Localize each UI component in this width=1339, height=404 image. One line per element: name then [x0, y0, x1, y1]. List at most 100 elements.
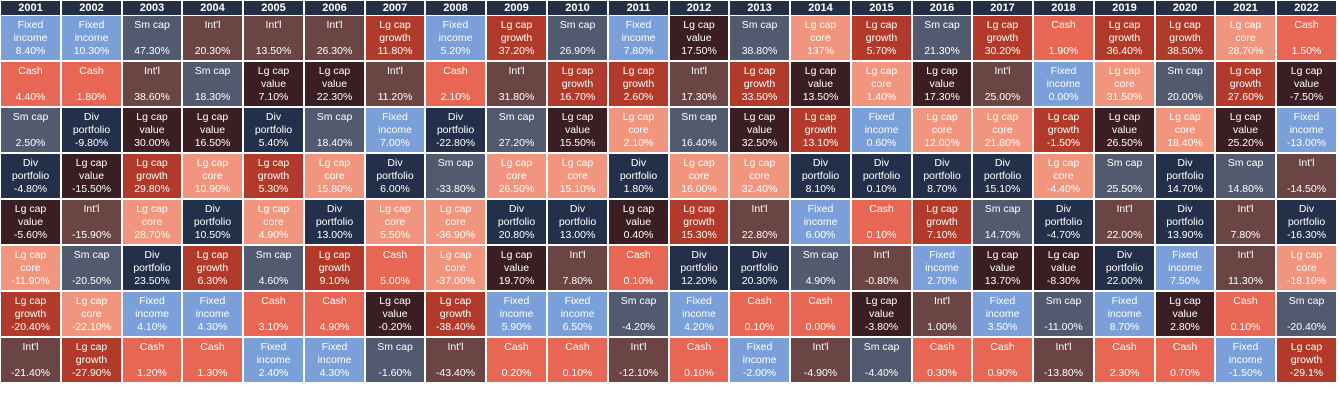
return-value: 0.10%	[623, 275, 654, 287]
return-cell: Sm cap 18.30%	[183, 62, 242, 106]
return-cell: Sm cap 2.50%	[1, 108, 60, 152]
return-cell: Sm cap -4.20%	[609, 292, 668, 336]
asset-class-label: Div portfolio	[11, 157, 50, 182]
return-value: 12.20%	[681, 275, 717, 287]
return-value: 26.50%	[1106, 137, 1143, 149]
asset-class-label: Lg cap core	[804, 19, 837, 44]
return-cell: Cash 1.50%	[1277, 16, 1336, 60]
return-cell: Int'l 20.30%	[183, 16, 242, 60]
return-cell: Int'l 31.80%	[487, 62, 546, 106]
return-value: 4.90%	[805, 275, 836, 287]
asset-class-label: Lg cap growth	[439, 295, 472, 320]
asset-class-label: Lg cap core	[14, 249, 47, 274]
return-cell: Lg cap core 32.40%	[730, 154, 789, 198]
year-header: 2009	[487, 1, 546, 15]
return-cell: Lg cap core 12.00%	[913, 108, 971, 152]
asset-class-label: Lg cap value	[1290, 65, 1323, 90]
year-header: 2022	[1277, 1, 1336, 15]
asset-class-label: Lg cap core	[683, 157, 715, 182]
return-cell: Fixed income 5.90%	[487, 292, 546, 336]
return-value: 13.50%	[255, 45, 292, 57]
return-cell: Fixed income 5.20%	[426, 16, 485, 60]
return-cell: Div portfolio 12.20%	[670, 246, 728, 290]
return-value: -21.40%	[10, 367, 51, 379]
return-cell: Int'l 17.30%	[670, 62, 728, 106]
return-value: -16.30%	[1286, 229, 1327, 241]
asset-class-label: Sm cap	[620, 295, 657, 307]
return-cell: Div portfolio 20.30%	[730, 246, 789, 290]
asset-class-label: Int'l	[1055, 341, 1072, 353]
return-cell: Int'l 13.50%	[244, 16, 303, 60]
return-cell: Fixed income 7.80%	[609, 16, 668, 60]
return-value: 6.30%	[197, 275, 228, 287]
year-header: 2006	[305, 1, 364, 15]
return-value: 8.70%	[1109, 321, 1140, 333]
return-value: 1.50%	[1291, 45, 1322, 57]
return-cell: Lg cap growth 16.70%	[548, 62, 607, 106]
asset-class-label: Cash	[200, 341, 225, 353]
asset-class-label: Lg cap core	[75, 295, 108, 320]
asset-class-label: Lg cap value	[986, 249, 1019, 274]
return-cell: Div portfolio -4.70%	[1034, 200, 1093, 244]
return-cell: Int'l -14.50%	[1277, 154, 1336, 198]
return-value: 4.30%	[197, 321, 228, 333]
return-cell: Lg cap value -7.50%	[1277, 62, 1336, 106]
return-cell: Cash 2.10%	[426, 62, 485, 106]
asset-class-label: Cash	[1294, 19, 1319, 31]
asset-class-label: Div portfolio	[1166, 203, 1204, 228]
return-cell: Sm cap 16.40%	[670, 108, 728, 152]
return-cell: Fixed income 4.30%	[183, 292, 242, 336]
return-cell: Cash 1.20%	[123, 338, 181, 382]
asset-class-label: Cash	[686, 341, 712, 353]
asset-class-label: Int'l	[143, 65, 160, 77]
return-value: 16.70%	[559, 91, 596, 103]
year-header: 2005	[244, 1, 303, 15]
return-cell: Lg cap core 16.00%	[670, 154, 728, 198]
return-cell: Lg cap core -18.10%	[1277, 246, 1336, 290]
return-value: 1.30%	[197, 367, 228, 379]
return-value: 33.50%	[741, 91, 778, 103]
return-value: -29.1%	[1289, 367, 1324, 379]
asset-class-label: Div portfolio	[923, 157, 961, 182]
asset-class-label: Lg cap value	[14, 203, 47, 228]
return-cell: Fixed income 7.50%	[1156, 246, 1214, 290]
return-value: 1.80%	[76, 91, 107, 103]
asset-class-label: Sm cap	[1288, 295, 1325, 307]
asset-class-label: Int'l	[751, 203, 768, 215]
asset-class-label: Int'l	[1298, 157, 1315, 169]
asset-class-label: Lg cap core	[196, 157, 229, 182]
return-value: 0.00%	[805, 321, 836, 333]
return-value: 11.30%	[1228, 275, 1263, 287]
return-value: -15.90%	[71, 229, 112, 241]
return-cell: Fixed income 7.00%	[366, 108, 424, 152]
asset-class-label: Int'l	[22, 341, 39, 353]
return-cell: Fixed income 8.40%	[1, 16, 60, 60]
year-header: 2013	[730, 1, 789, 15]
return-value: 18.40%	[316, 137, 353, 149]
asset-class-label: Lg cap growth	[986, 19, 1019, 44]
return-value: -14.50%	[1286, 183, 1327, 195]
asset-class-label: Div portfolio	[862, 157, 901, 182]
return-value: 5.00%	[380, 275, 410, 287]
asset-class-label: Cash	[1233, 295, 1258, 307]
asset-class-label: Cash	[626, 249, 651, 261]
return-value: 15.10%	[984, 183, 1021, 195]
return-value: 15.10%	[559, 183, 596, 195]
return-value: 32.50%	[741, 137, 778, 149]
return-cell: Sm cap 4.90%	[791, 246, 850, 290]
asset-class-label: Fixed income	[195, 295, 230, 320]
asset-class-label: Lg cap core	[622, 111, 655, 136]
return-cell: Lg cap core 15.80%	[305, 154, 364, 198]
asset-class-label: Int'l	[1237, 203, 1254, 215]
asset-class-label: Int'l	[690, 65, 707, 77]
asset-class-label: Lg cap core	[1290, 249, 1323, 274]
asset-class-label: Lg cap growth	[500, 19, 533, 44]
return-cell: Lg cap core 28.70%	[1216, 16, 1275, 60]
return-cell: Sm cap 38.80%	[730, 16, 789, 60]
return-cell: Lg cap growth 5.30%	[244, 154, 303, 198]
return-value: 13.70%	[984, 275, 1021, 287]
asset-class-label: Lg cap value	[804, 65, 837, 90]
asset-class-label: Lg cap core	[439, 203, 472, 228]
return-value: -38.40%	[435, 321, 476, 333]
return-cell: Lg cap value -8.30%	[1034, 246, 1093, 290]
